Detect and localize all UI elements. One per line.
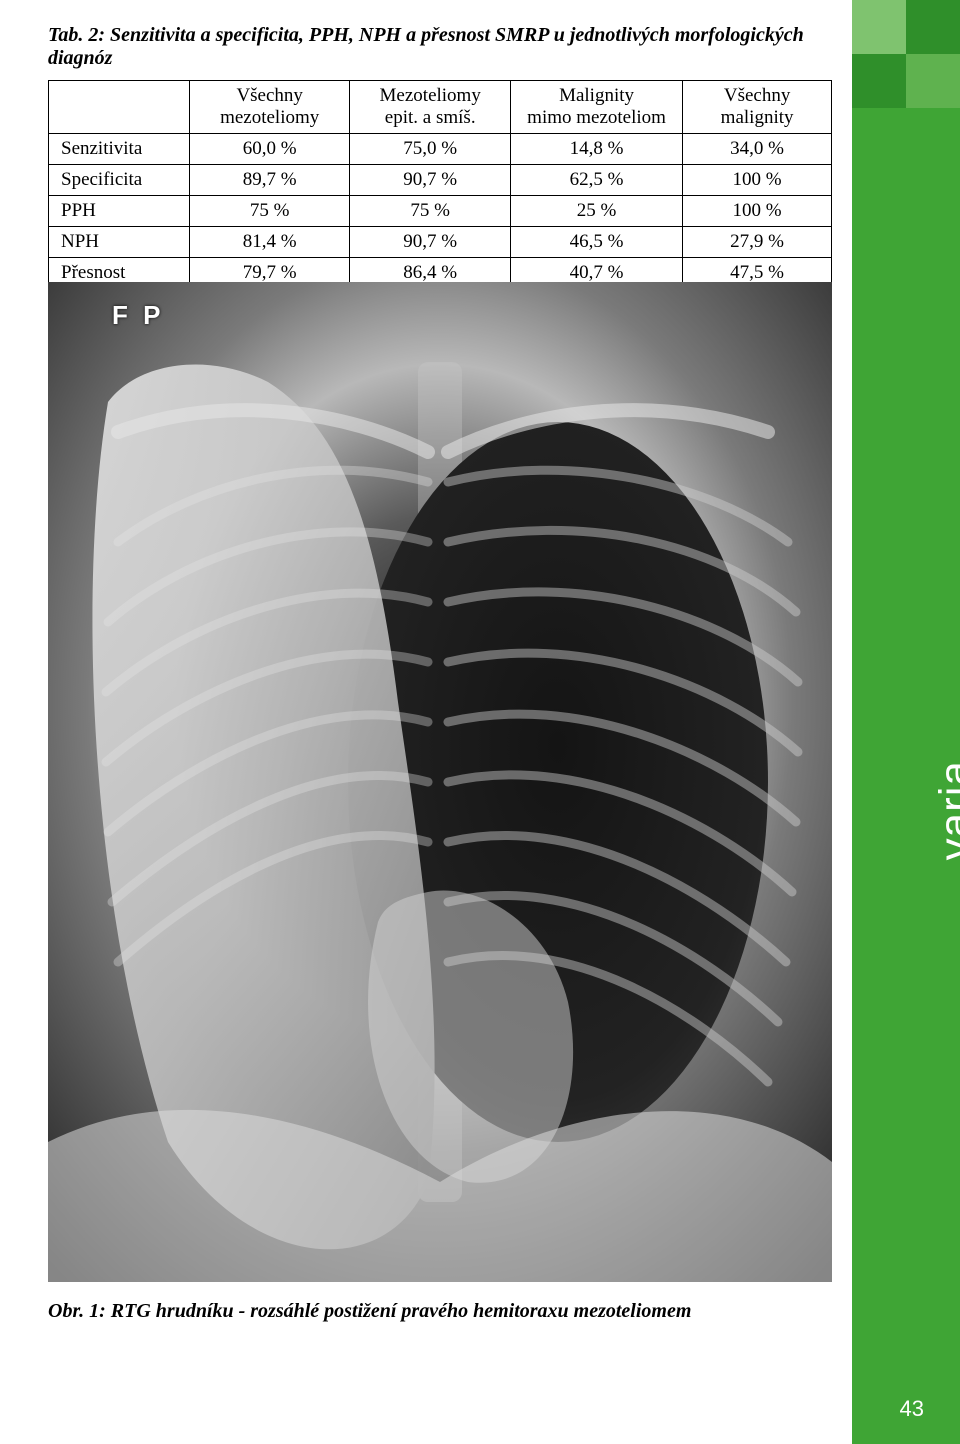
page-number: 43 — [900, 1396, 924, 1422]
column-header: Mezoteliomy epit. a smíš. — [350, 81, 511, 134]
table-cell: 75 % — [189, 196, 350, 227]
corner-decor — [852, 0, 960, 108]
table-cell: 75,0 % — [350, 134, 511, 165]
table-cell: 75 % — [350, 196, 511, 227]
figure-caption: Obr. 1: RTG hrudníku - rozsáhlé postižen… — [48, 1300, 832, 1323]
table-row-label: Senzitivita — [49, 134, 190, 165]
column-header — [49, 81, 190, 134]
figure-corner-label: F P — [112, 300, 164, 331]
table-row-label: NPH — [49, 227, 190, 258]
table-caption: Tab. 2: Senzitivita a specificita, PPH, … — [48, 24, 832, 70]
corner-square — [852, 0, 906, 54]
table-cell: 14,8 % — [510, 134, 682, 165]
table-cell: 100 % — [683, 165, 832, 196]
table-cell: 60,0 % — [189, 134, 350, 165]
corner-square — [906, 54, 960, 108]
corner-square — [906, 0, 960, 54]
table-row-label: Specificita — [49, 165, 190, 196]
table-cell: 62,5 % — [510, 165, 682, 196]
table-cell: 81,4 % — [189, 227, 350, 258]
column-header: Všechny malignity — [683, 81, 832, 134]
column-header: Malignity mimo mezoteliom — [510, 81, 682, 134]
corner-square — [852, 54, 906, 108]
table-cell: 34,0 % — [683, 134, 832, 165]
table-cell: 90,7 % — [350, 165, 511, 196]
table-cell: 27,9 % — [683, 227, 832, 258]
xray-figure: F P — [48, 282, 832, 1282]
right-sidebar: varia 43 — [852, 0, 960, 1444]
column-header: Všechny mezoteliomy — [189, 81, 350, 134]
table-cell: 46,5 % — [510, 227, 682, 258]
table-cell: 25 % — [510, 196, 682, 227]
table-cell: 89,7 % — [189, 165, 350, 196]
table-row-label: PPH — [49, 196, 190, 227]
table-cell: 90,7 % — [350, 227, 511, 258]
data-table: Všechny mezoteliomyMezoteliomy epit. a s… — [48, 80, 832, 289]
table-cell: 100 % — [683, 196, 832, 227]
sidebar-label: varia — [930, 760, 960, 860]
